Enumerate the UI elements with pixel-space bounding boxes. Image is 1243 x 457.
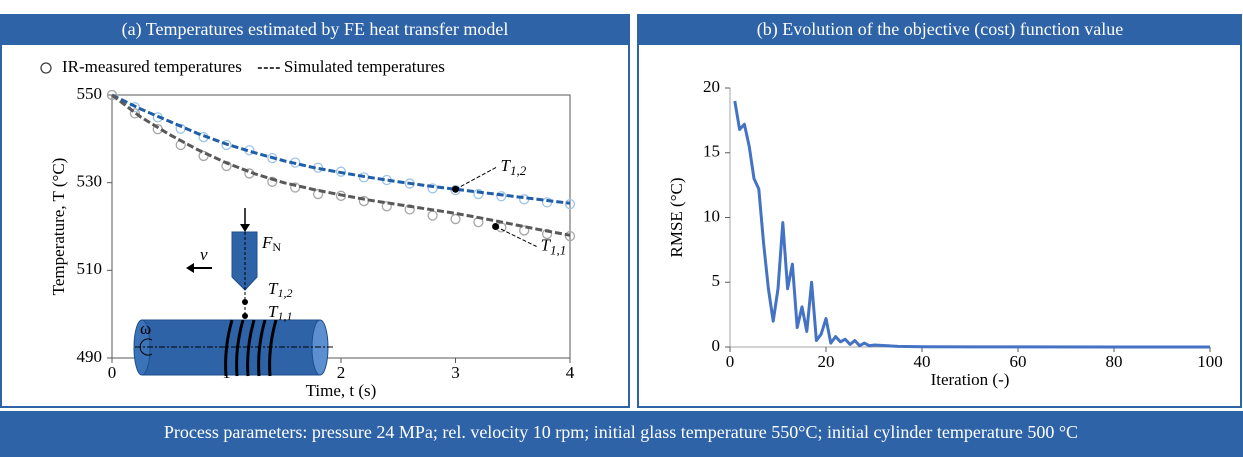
y-tick-label: 550 [77, 84, 103, 103]
y-tick-label: 10 [703, 206, 720, 225]
data-point [564, 230, 576, 242]
annotation-point [452, 185, 459, 193]
rotation-label: ω [140, 319, 151, 338]
data-point [381, 201, 392, 212]
y-axis-label: RMSE (°C) [667, 177, 686, 257]
label-sub: 1,2 [277, 286, 292, 300]
probe-point [242, 313, 248, 319]
data-point [106, 89, 118, 101]
data-point [564, 198, 576, 210]
y-tick-label: 510 [77, 259, 103, 278]
point-label: T1,2 [268, 279, 292, 300]
y-tick-label: 15 [703, 142, 720, 161]
data-line [111, 93, 571, 205]
x-tick-label: 0 [108, 363, 117, 382]
probe-point [242, 299, 248, 305]
annotation-label: T1,1 [541, 235, 567, 257]
legend-label: Simulated temperatures [284, 57, 445, 76]
tool [231, 231, 258, 291]
label: T [268, 302, 279, 321]
panel-b-header [638, 15, 1241, 45]
data-point [312, 188, 324, 200]
rotation-arrow [139, 338, 153, 356]
panel-title: (a) Temperatures estimated by FE heat tr… [122, 19, 509, 40]
x-tick-label: 60 [1010, 352, 1027, 371]
data-point [129, 108, 141, 119]
annotation-point [492, 223, 500, 230]
data-point [450, 213, 461, 225]
annotation-text: T [501, 156, 512, 175]
y-tick-label: 20 [703, 77, 720, 96]
annotation-sub: 1,1 [550, 242, 566, 257]
y-tick-label: 490 [77, 347, 103, 366]
inset-schematic: FN v T1,2 T1,1 ω [133, 208, 335, 377]
label-sub: 1,1 [277, 309, 292, 323]
x-tick-label: 2 [337, 363, 346, 382]
footer-text: Process parameters: pressure 24 MPa; rel… [164, 422, 1078, 442]
data-point [496, 191, 507, 202]
x-tick-label: 80 [1106, 352, 1123, 371]
data-line [111, 93, 571, 237]
x-axis-label: Time, t (s) [306, 381, 377, 400]
plot-frame [111, 94, 571, 359]
y-tick-label: 0 [712, 336, 721, 355]
data-line [733, 100, 1210, 349]
data-point [519, 225, 530, 236]
force-label: FN [261, 233, 281, 254]
data-point [427, 210, 438, 221]
x-tick-label: 40 [914, 352, 931, 371]
annotation-text: T [541, 235, 552, 254]
arrowhead [240, 224, 250, 232]
y-axis-label: Temperature, T (°C) [49, 158, 68, 296]
legend-marker [40, 62, 52, 74]
data-point [221, 139, 232, 151]
data-point [267, 176, 278, 187]
footer-bar [0, 411, 1243, 457]
annotation-leader [455, 166, 497, 190]
panel-a-header [1, 15, 629, 45]
data-point [541, 228, 553, 240]
x-tick-label: 20 [818, 352, 835, 371]
annotation-leader [495, 226, 537, 247]
x-axis-label: Iteration (-) [931, 370, 1010, 389]
label: F [261, 233, 273, 252]
annotation-label: T1,2 [501, 156, 527, 178]
x-tick-label: 100 [1197, 352, 1223, 371]
velocity-label: v [200, 245, 208, 264]
label: T [268, 279, 279, 298]
x-tick-label: 4 [566, 363, 575, 382]
point-label: T1,1 [268, 302, 292, 323]
x-tick-label: 3 [451, 363, 460, 382]
y-tick-label: 530 [77, 172, 103, 191]
label-sub: N [272, 240, 281, 254]
legend-label: IR-measured temperatures [62, 57, 242, 76]
arrowhead [186, 263, 194, 273]
x-tick-label: 0 [726, 352, 735, 371]
grooves [224, 319, 278, 377]
panel-title: (b) Evolution of the objective (cost) fu… [757, 19, 1123, 40]
annotation-sub: 1,2 [510, 163, 527, 178]
y-tick-label: 5 [712, 271, 721, 290]
data-point [335, 166, 347, 177]
data-point [335, 190, 347, 201]
